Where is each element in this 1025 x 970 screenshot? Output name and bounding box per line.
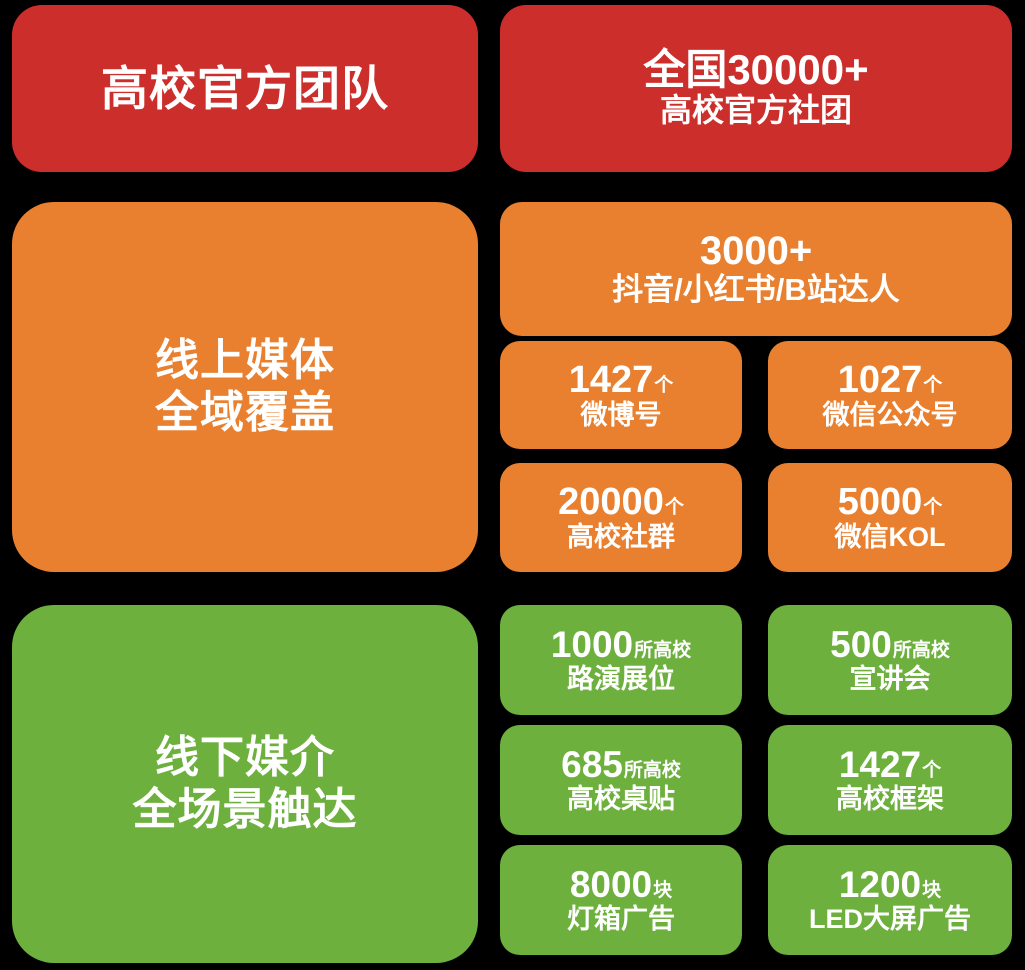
stat-card-wechat-official[interactable]: 1027 个 微信公众号: [768, 341, 1012, 449]
official-team-title: 高校官方团队: [101, 61, 389, 115]
desk-decal-number-line: 685 所高校: [561, 746, 681, 784]
offline-media-title: 线下媒介 全场景触达: [132, 733, 358, 834]
campus-talk-number: 500: [830, 624, 892, 666]
wechat-official-number: 1027: [837, 358, 923, 401]
campus-group-unit: 个: [664, 497, 684, 519]
led-screen-ad-number-line: 1200 块: [839, 866, 941, 904]
stat-card-national-clubs[interactable]: 全国30000 + 高校官方社团: [500, 5, 1012, 172]
stat-card-campus-group[interactable]: 20000 个 高校社群: [500, 463, 742, 572]
kol-creators-label: 抖音/小红书/B站达人: [612, 272, 900, 308]
roadshow-booth-number: 1000: [550, 624, 634, 666]
weibo-unit: 个: [654, 374, 674, 396]
roadshow-booth-number-line: 1000 所高校: [551, 626, 691, 664]
wechat-kol-number-line: 5000 个: [838, 483, 943, 522]
stat-card-wechat-kol[interactable]: 5000 个 微信KOL: [768, 463, 1012, 572]
stat-card-desk-decal[interactable]: 685 所高校 高校桌贴: [500, 725, 742, 835]
section-card-official-team[interactable]: 高校官方团队: [12, 5, 478, 172]
weibo-number: 1427: [568, 358, 654, 401]
campus-talk-label: 宣讲会: [849, 664, 931, 695]
national-clubs-number-line: 全国30000 +: [643, 46, 869, 94]
campus-talk-number-line: 500 所高校: [830, 626, 950, 664]
lightbox-ad-label: 灯箱广告: [567, 904, 675, 935]
roadshow-booth-unit: 所高校: [634, 640, 692, 662]
section-panel-offline-media[interactable]: 线下媒介 全场景触达: [12, 605, 478, 963]
section-panel-online-media[interactable]: 线上媒体 全域覆盖: [12, 202, 478, 572]
stat-card-led-screen-ad[interactable]: 1200 块 LED大屏广告: [768, 845, 1012, 955]
weibo-label: 微博号: [580, 399, 662, 430]
stat-card-kol-creators[interactable]: 3000+ 抖音/小红书/B站达人: [500, 202, 1012, 336]
desk-decal-label: 高校桌贴: [567, 784, 675, 815]
kol-creators-number: 3000+: [699, 229, 813, 274]
campus-frame-label: 高校框架: [836, 784, 944, 815]
lightbox-ad-number: 8000: [569, 864, 653, 906]
online-media-title: 线上媒体 全域覆盖: [155, 336, 335, 437]
stat-card-campus-talk[interactable]: 500 所高校 宣讲会: [768, 605, 1012, 715]
desk-decal-unit: 所高校: [623, 760, 681, 782]
wechat-kol-number: 5000: [837, 481, 923, 524]
wechat-official-label: 微信公众号: [822, 399, 958, 430]
lightbox-ad-number-line: 8000 块: [570, 866, 672, 904]
national-clubs-number: 全国30000: [643, 46, 845, 94]
campus-group-number: 20000: [558, 481, 664, 524]
weibo-number-line: 1427 个: [569, 361, 674, 400]
wechat-kol-label: 微信KOL: [834, 522, 946, 553]
national-clubs-plus: +: [844, 46, 869, 94]
campus-frame-unit: 个: [922, 760, 942, 782]
stat-card-weibo[interactable]: 1427 个 微博号: [500, 341, 742, 449]
led-screen-ad-label: LED大屏广告: [809, 904, 971, 935]
wechat-kol-unit: 个: [923, 497, 943, 519]
campus-frame-number-line: 1427 个: [839, 746, 941, 784]
stat-card-lightbox-ad[interactable]: 8000 块 灯箱广告: [500, 845, 742, 955]
wechat-official-number-line: 1027 个: [838, 361, 943, 400]
national-clubs-label: 高校官方社团: [659, 92, 852, 129]
campus-talk-unit: 所高校: [892, 640, 950, 662]
led-screen-ad-unit: 块: [922, 880, 942, 902]
wechat-official-unit: 个: [923, 374, 943, 396]
led-screen-ad-number: 1200: [838, 864, 922, 906]
lightbox-ad-unit: 块: [653, 880, 673, 902]
campus-group-label: 高校社群: [567, 522, 675, 553]
campus-group-number-line: 20000 个: [558, 483, 684, 522]
stat-card-campus-frame[interactable]: 1427 个 高校框架: [768, 725, 1012, 835]
stat-card-roadshow-booth[interactable]: 1000 所高校 路演展位: [500, 605, 742, 715]
desk-decal-number: 685: [561, 744, 623, 786]
campus-frame-number: 1427: [838, 744, 922, 786]
roadshow-booth-label: 路演展位: [567, 664, 675, 695]
